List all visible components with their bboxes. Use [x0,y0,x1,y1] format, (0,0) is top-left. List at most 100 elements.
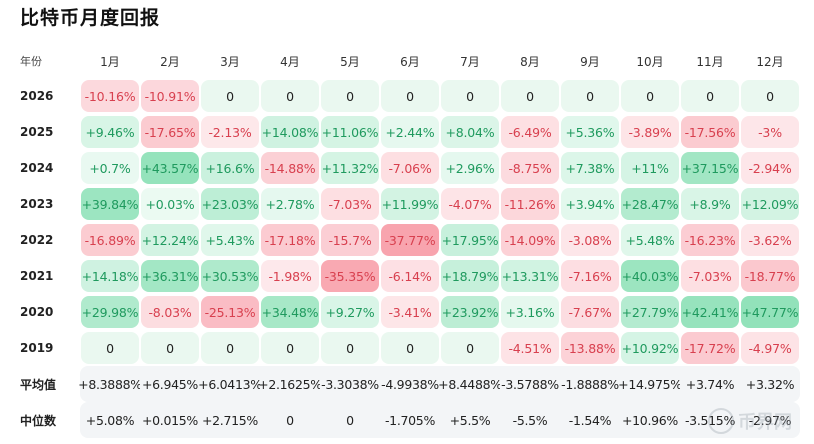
return-cell: +17.95% [441,224,499,256]
stat-label: 平均值 [20,377,57,392]
stat-cell: -3.5788% [500,366,560,402]
stat-cell: 0 [320,402,380,438]
year-label: 2019 [20,341,54,355]
return-cell: +3.94% [561,188,619,220]
month-header: 3月 [220,54,240,69]
return-cell: 0 [321,80,379,112]
return-cell: +8.9% [681,188,739,220]
return-cell: +5.36% [561,116,619,148]
return-cell: 0 [201,332,259,364]
return-cell: -2.13% [201,116,259,148]
return-cell: +18.79% [441,260,499,292]
stat-cell: +3.74% [680,366,740,402]
return-cell: 0 [681,80,739,112]
stat-cell: +10.96% [620,402,680,438]
return-cell: +30.53% [201,260,259,292]
return-cell: 0 [81,332,139,364]
return-cell: 0 [261,80,319,112]
return-cell: +28.47% [621,188,679,220]
stat-cell: -2.97% [740,402,800,438]
page-title: 比特币月度回报 [20,7,161,29]
return-cell: +39.84% [81,188,139,220]
return-cell: -17.65% [141,116,199,148]
return-cell: -17.72% [681,332,739,364]
return-cell: -3% [741,116,799,148]
return-cell: -7.16% [561,260,619,292]
return-cell: -37.77% [381,224,439,256]
return-cell: +42.41% [681,296,739,328]
return-cell: -18.77% [741,260,799,292]
stat-cell: +3.32% [740,366,800,402]
return-cell: -7.67% [561,296,619,328]
month-header: 4月 [280,54,300,69]
return-cell: +9.46% [81,116,139,148]
year-label: 2023 [20,197,54,211]
year-label: 2024 [20,161,54,175]
stat-cell: 0 [260,402,320,438]
month-header: 8月 [520,54,540,69]
return-cell: +14.08% [261,116,319,148]
return-cell: -16.23% [681,224,739,256]
month-header: 5月 [340,54,360,69]
return-cell: +3.16% [501,296,559,328]
return-cell: +40.03% [621,260,679,292]
return-cell: 0 [141,332,199,364]
return-cell: +5.48% [621,224,679,256]
return-cell: -7.06% [381,152,439,184]
month-header: 7月 [460,54,480,69]
return-cell: -8.75% [501,152,559,184]
month-header: 1月 [100,54,120,69]
return-cell: -17.18% [261,224,319,256]
return-cell: -8.03% [141,296,199,328]
coin-logo-icon [708,408,734,434]
stat-label: 中位数 [20,413,57,428]
return-cell: -7.03% [681,260,739,292]
stat-cell: -1.8888% [560,366,620,402]
return-cell: +2.96% [441,152,499,184]
return-cell: -14.09% [501,224,559,256]
year-label: 2025 [20,125,54,139]
return-cell: -10.91% [141,80,199,112]
return-cell: -10.16% [81,80,139,112]
return-cell: 0 [201,80,259,112]
return-cell: -7.03% [321,188,379,220]
stat-cell: +14.975% [618,366,682,402]
return-cell: +47.77% [741,296,799,328]
return-cell: +2.44% [381,116,439,148]
return-cell: -3.08% [561,224,619,256]
stat-cell: -1.54% [560,402,620,438]
return-cell: -25.13% [201,296,259,328]
return-cell: +14.18% [81,260,139,292]
return-cell: +11% [621,152,679,184]
return-cell: 0 [561,80,619,112]
stat-cell: +5.08% [80,402,140,438]
return-cell: +8.04% [441,116,499,148]
return-cell: 0 [441,332,499,364]
return-cell: +29.98% [81,296,139,328]
return-cell: -17.56% [681,116,739,148]
stat-cell: +8.3888% [78,366,142,402]
month-header: 2月 [160,54,180,69]
return-cell: -3.62% [741,224,799,256]
return-cell: -35.35% [321,260,379,292]
year-label: 2022 [20,233,54,247]
return-cell: +7.38% [561,152,619,184]
return-cell: +0.03% [141,188,199,220]
return-cell: +23.92% [441,296,499,328]
stat-cell: +0.015% [140,402,200,438]
return-cell: +13.31% [501,260,559,292]
year-label: 2020 [20,305,54,319]
return-cell: -13.88% [561,332,619,364]
return-cell: 0 [621,80,679,112]
return-cell: -4.51% [501,332,559,364]
return-cell: +16.6% [201,152,259,184]
return-cell: +43.57% [141,152,199,184]
return-cell: 0 [741,80,799,112]
month-header: 12月 [756,54,784,69]
month-header: 6月 [400,54,420,69]
stat-cell: -5.5% [500,402,560,438]
watermark: 币界网 [708,408,792,434]
return-cell: -4.97% [741,332,799,364]
year-column-header: 年份 [20,55,42,68]
return-cell: +12.24% [141,224,199,256]
